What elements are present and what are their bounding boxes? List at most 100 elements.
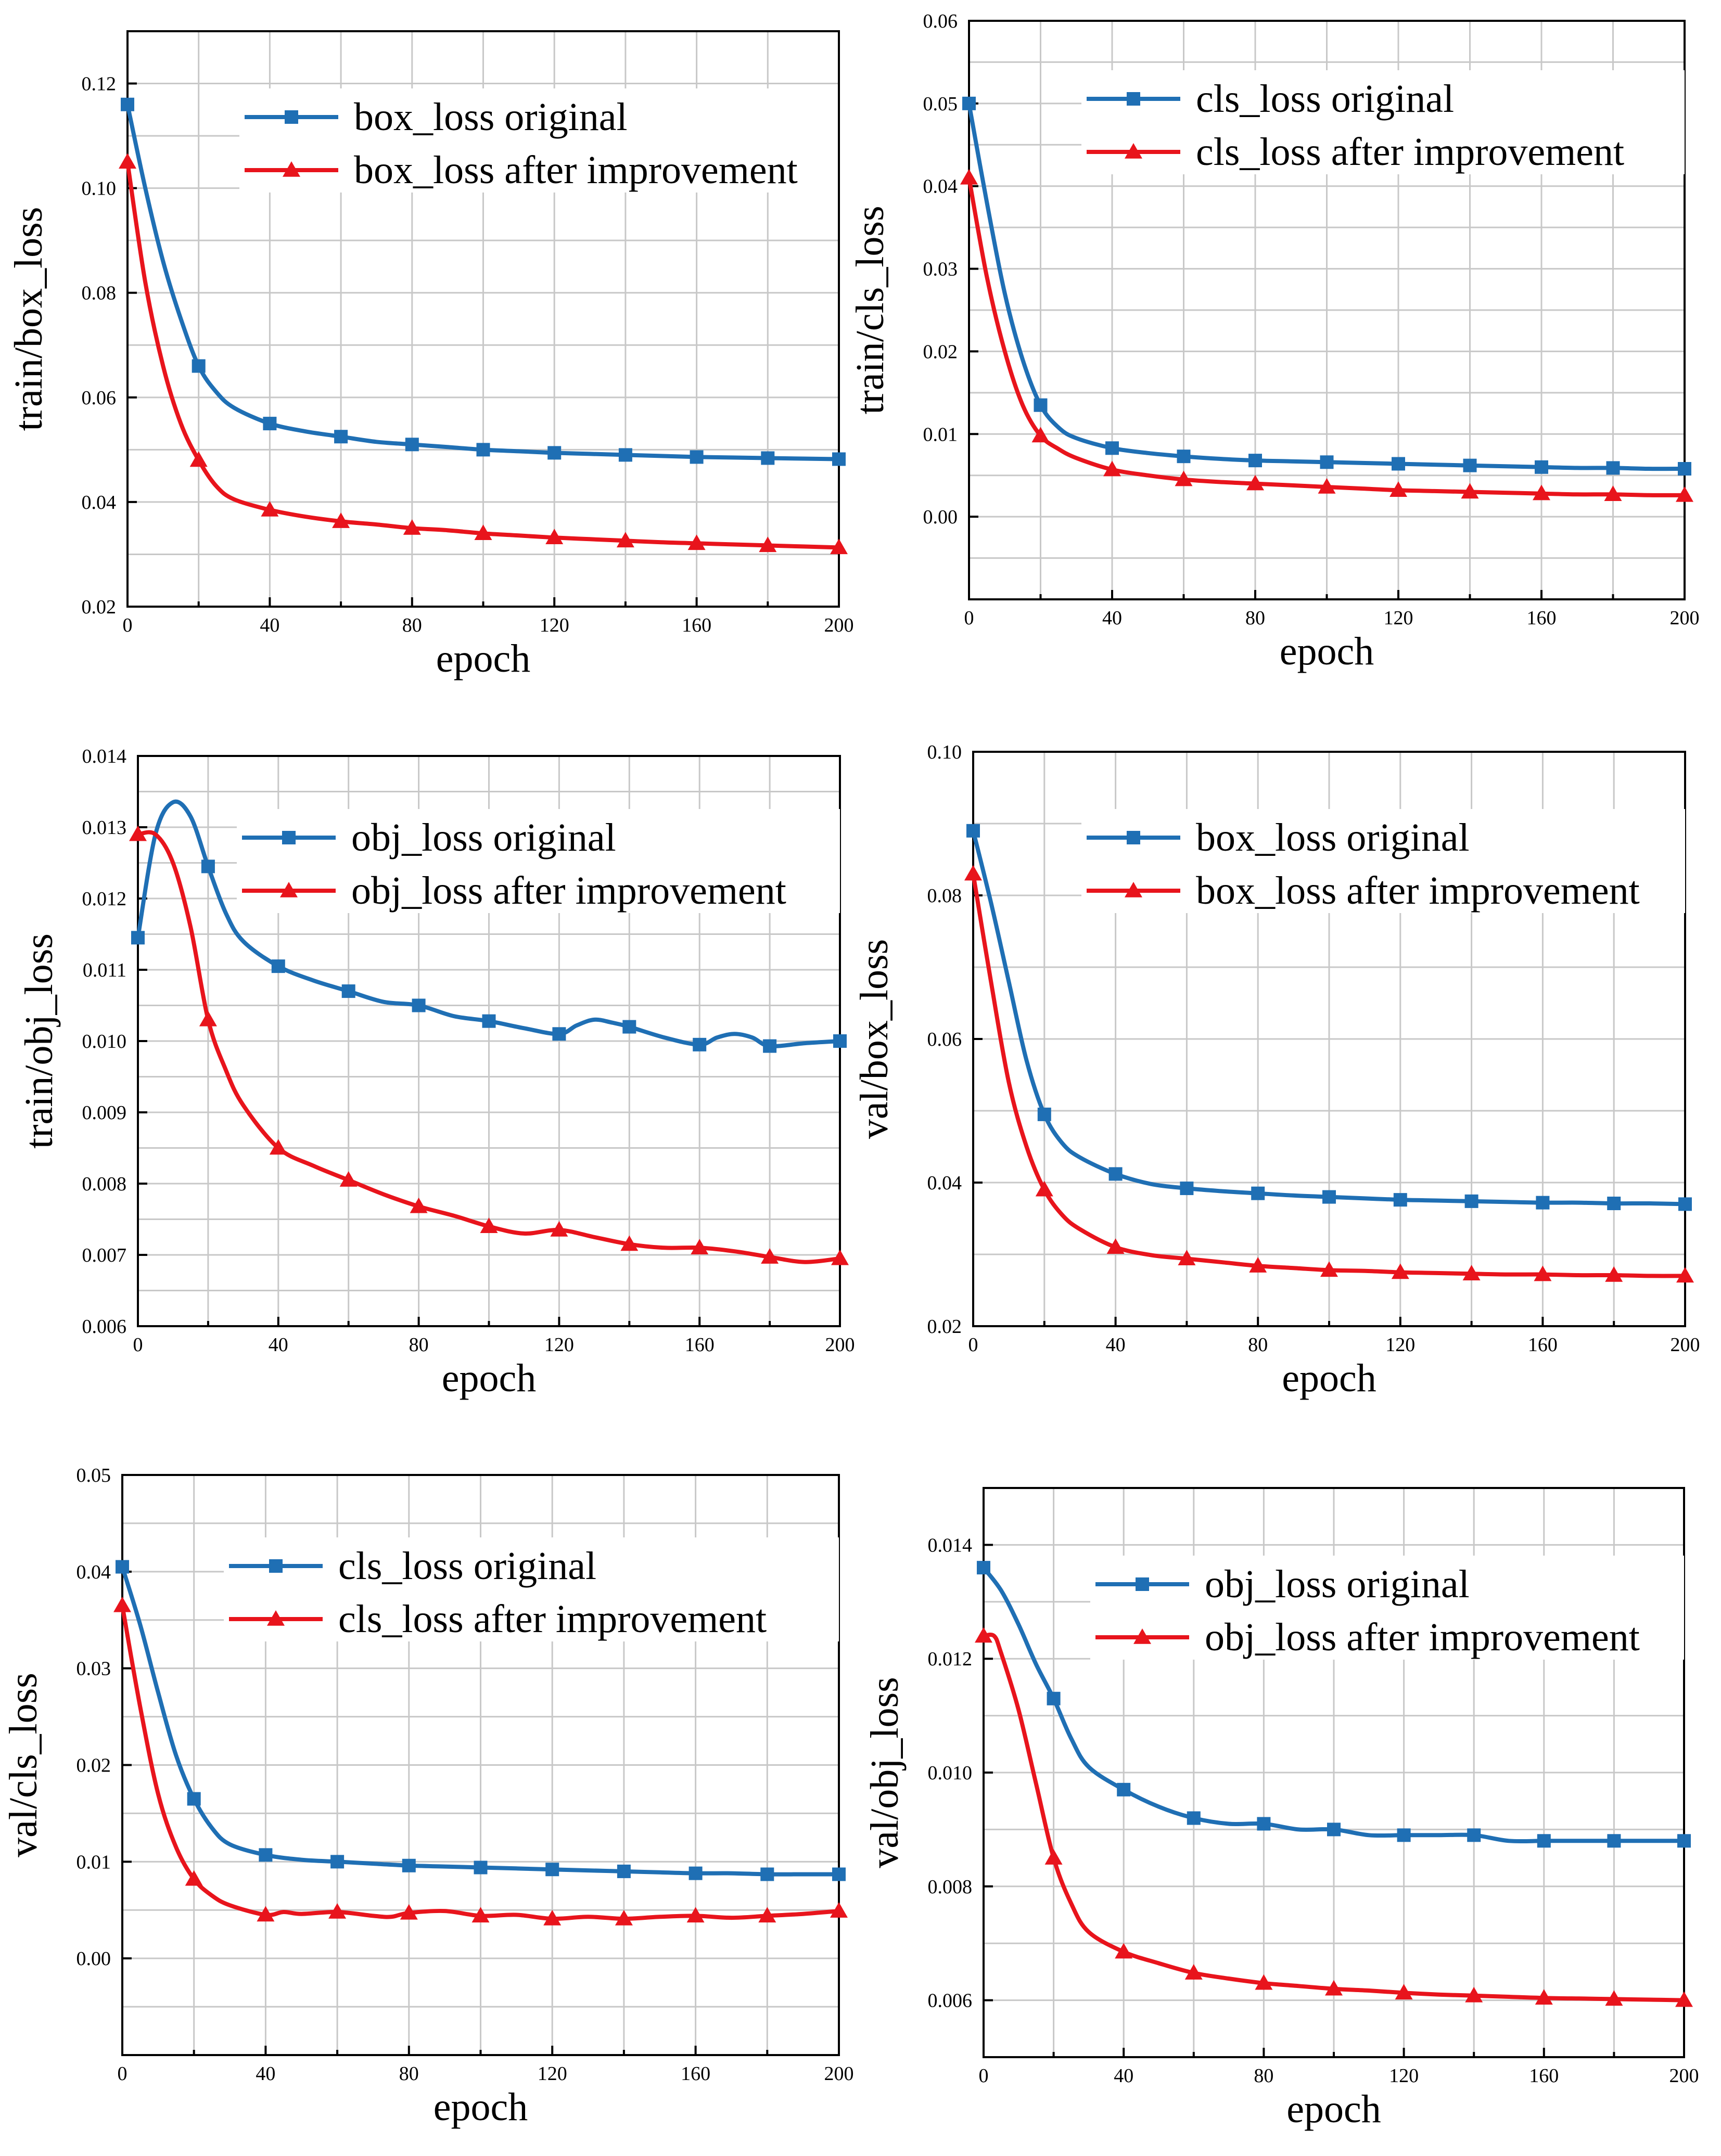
- x-tick-label: 160: [1528, 1334, 1558, 1356]
- data-point-triangle: [199, 1010, 217, 1026]
- x-tick-label: 160: [682, 614, 711, 636]
- x-tick-label: 200: [824, 614, 854, 636]
- data-point-square: [121, 97, 134, 111]
- y-tick-label: 0.013: [82, 817, 127, 839]
- data-point-square: [482, 1014, 496, 1028]
- data-point-triangle: [830, 538, 848, 555]
- data-point-triangle: [550, 1221, 568, 1237]
- data-point-triangle: [400, 1904, 418, 1920]
- data-point-square: [1464, 1194, 1478, 1208]
- data-point-square: [832, 452, 846, 466]
- legend-marker-triangle: [1125, 143, 1142, 159]
- y-axis-title: val/cls_loss: [2, 1673, 45, 1857]
- series-improved: [975, 1627, 1693, 2007]
- x-axis-title: epoch: [434, 2085, 528, 2129]
- data-point-square: [474, 1860, 488, 1875]
- x-tick-label: 40: [1102, 607, 1122, 629]
- data-point-square: [1047, 1691, 1061, 1705]
- x-axis-title: epoch: [1286, 2087, 1381, 2131]
- data-point-triangle: [975, 1627, 992, 1643]
- y-tick-label: 0.014: [928, 1534, 973, 1556]
- data-point-triangle: [964, 865, 982, 881]
- legend: box_loss original box_loss after improvem…: [1081, 809, 1685, 913]
- x-tick-label: 0: [964, 607, 974, 629]
- y-axis-title: train/obj_loss: [17, 933, 61, 1149]
- x-tick-label: 40: [256, 2063, 275, 2085]
- x-tick-label: 160: [685, 1334, 715, 1356]
- legend-label: obj_loss after improvement: [351, 869, 786, 913]
- y-tick-label: 0.04: [923, 176, 958, 198]
- data-point-square: [1180, 1182, 1194, 1196]
- x-tick-label: 80: [399, 2063, 419, 2085]
- data-point-square: [131, 931, 145, 945]
- data-point-triangle: [185, 1870, 203, 1886]
- legend-marker-square: [285, 110, 298, 124]
- chart-val-obj-loss: 0 40 80 120 160 200 0.006 0.008 0.010 0.012 0.014 e…: [863, 1487, 1699, 2131]
- data-point-triangle: [615, 1909, 633, 1926]
- legend-label: obj_loss original: [351, 816, 616, 859]
- legend-label: box_loss original: [1196, 816, 1470, 859]
- data-point-square: [552, 1027, 566, 1041]
- legend-label: obj_loss after improvement: [1205, 1615, 1640, 1659]
- y-axis-title: train/cls_loss: [848, 206, 892, 414]
- data-point-square: [1397, 1828, 1411, 1842]
- x-tick-label: 40: [260, 614, 279, 636]
- data-point-triangle: [761, 1248, 779, 1264]
- legend-label: obj_loss original: [1205, 1562, 1470, 1606]
- data-point-square: [201, 859, 215, 874]
- data-point-square: [1177, 450, 1191, 464]
- y-axis-ticks: 0.00 0.01 0.02 0.03 0.04 0.05 0.06: [923, 10, 978, 528]
- series-original: [121, 97, 846, 466]
- data-point-square: [1034, 398, 1048, 412]
- x-axis-ticks: 0 40 80 120 160 200: [118, 2046, 854, 2085]
- data-point-square: [330, 1855, 345, 1869]
- data-point-square: [1320, 455, 1334, 469]
- y-tick-label: 0.02: [923, 341, 958, 363]
- x-axis-ticks: 0 40 80 120 160 200: [968, 1317, 1700, 1356]
- legend: cls_loss original cls_loss after improvem…: [224, 1537, 839, 1641]
- x-axis-ticks: 0 40 80 120 160 200: [979, 2048, 1699, 2087]
- y-tick-label: 0.012: [82, 888, 127, 910]
- series-original: [116, 1560, 846, 1881]
- data-point-triangle: [1249, 1257, 1267, 1273]
- y-tick-label: 0.04: [82, 492, 117, 514]
- y-tick-label: 0.02: [82, 596, 117, 618]
- data-point-triangle: [1605, 1266, 1623, 1282]
- y-tick-label: 0.01: [923, 424, 958, 445]
- data-point-triangle: [261, 500, 279, 517]
- legend-background: [1081, 809, 1685, 913]
- y-axis-ticks: 0.02 0.04 0.06 0.08 0.10 0.12: [82, 73, 137, 618]
- data-point-square: [1105, 441, 1119, 455]
- data-point-square: [192, 359, 206, 373]
- x-tick-label: 120: [538, 2063, 567, 2085]
- x-tick-label: 40: [1106, 1334, 1126, 1356]
- data-point-square: [545, 1863, 559, 1877]
- x-tick-label: 120: [1384, 607, 1413, 629]
- x-tick-label: 160: [1527, 607, 1557, 629]
- data-point-triangle: [545, 529, 564, 545]
- x-tick-label: 120: [1385, 1334, 1415, 1356]
- legend: box_loss original box_loss after improvem…: [239, 88, 838, 192]
- data-point-triangle: [1389, 481, 1407, 497]
- data-point-triangle: [189, 451, 208, 467]
- data-point-triangle: [1318, 478, 1336, 494]
- data-point-triangle: [1535, 1989, 1553, 2005]
- chart-train-obj-loss: 0 40 80 120 160 2000.0060.0070.0080.0090.0100…: [17, 746, 855, 1400]
- legend-label: box_loss after improvement: [354, 148, 798, 192]
- data-point-square: [622, 1020, 636, 1034]
- data-point-square: [1327, 1823, 1341, 1837]
- data-point-triangle: [328, 1903, 347, 1919]
- legend-marker-square: [269, 1559, 283, 1573]
- data-point-square: [412, 998, 426, 1012]
- legend-background: [237, 809, 840, 913]
- data-point-square: [833, 1034, 847, 1048]
- data-point-triangle: [759, 536, 777, 553]
- y-tick-label: 0.08: [927, 885, 962, 907]
- y-tick-label: 0.03: [923, 259, 958, 280]
- legend-label: box_loss after improvement: [1196, 869, 1640, 913]
- data-point-square: [690, 450, 704, 464]
- chart-train-cls-loss: 0 40 80 120 160 2000.000.010.020.030.040.050.…: [848, 10, 1700, 673]
- legend-marker-triangle: [1133, 1628, 1151, 1644]
- y-tick-label: 0.009: [82, 1102, 127, 1124]
